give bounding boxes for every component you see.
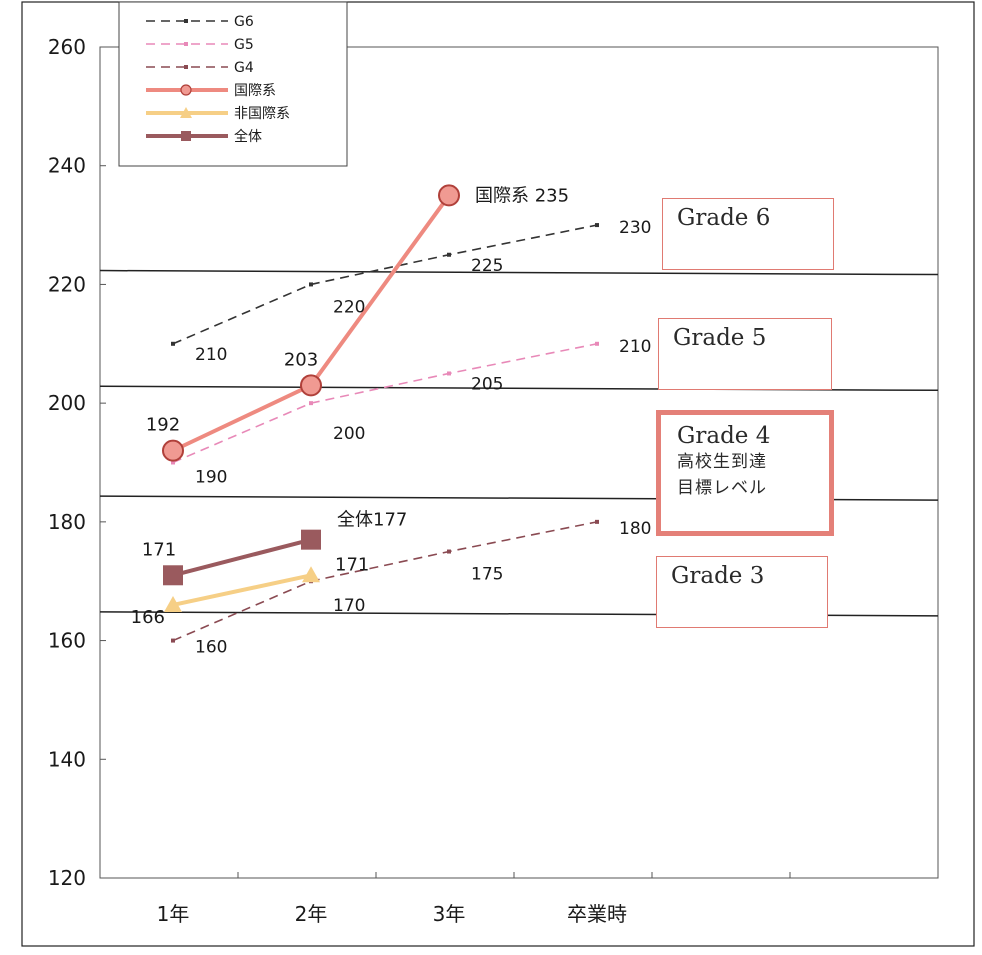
data-point — [447, 549, 451, 554]
series-line-G6 — [172, 224, 598, 345]
data-point — [447, 252, 451, 257]
data-label: 160 — [195, 638, 227, 658]
x-tick-label: 3年 — [433, 902, 466, 926]
data-label: 国際系 235 — [475, 185, 569, 206]
data-point — [438, 184, 460, 207]
data-label: 全体177 — [337, 510, 407, 531]
y-tick-label: 140 — [48, 747, 86, 771]
legend-label: G4 — [234, 60, 254, 76]
data-label: 225 — [471, 256, 503, 276]
grade-box-subtitle: 高校生到達 — [677, 452, 767, 472]
series-line-G4 — [172, 521, 598, 642]
y-tick-label: 180 — [48, 510, 86, 534]
x-tick-label: 卒業時 — [567, 902, 627, 926]
legend-marker — [184, 65, 188, 69]
data-label: 171 — [142, 539, 176, 560]
y-tick-label: 240 — [48, 154, 86, 178]
legend-marker — [180, 107, 192, 118]
grade-box-4: Grade 3 — [656, 556, 828, 628]
series-line-G5 — [172, 343, 598, 464]
data-label: 170 — [333, 596, 365, 616]
x-tick-label: 1年 — [157, 902, 190, 926]
data-label: 200 — [333, 424, 365, 444]
data-point — [171, 341, 175, 346]
data-point — [309, 282, 313, 287]
legend-box — [118, 1, 348, 167]
legend-marker — [184, 42, 188, 46]
y-tick-label: 120 — [48, 866, 86, 890]
page-frame — [21, 1, 975, 947]
y-tick-label: 160 — [48, 629, 86, 653]
data-point — [301, 529, 321, 550]
grade-box-title: Grade 3 — [671, 563, 765, 589]
data-label: 210 — [195, 345, 227, 365]
legend-label: G5 — [234, 37, 254, 53]
x-tick-label: 2年 — [295, 902, 328, 926]
grade-box-title: Grade 5 — [673, 325, 767, 351]
data-point — [163, 565, 183, 586]
data-label: 171 — [335, 554, 369, 575]
data-label: 230 — [619, 218, 651, 238]
series-line-国際系 — [172, 194, 451, 453]
legend-label: 国際系 — [234, 83, 276, 99]
data-point — [595, 341, 599, 346]
data-label: 166 — [131, 607, 165, 628]
data-label: 175 — [471, 565, 503, 585]
plot-area — [99, 46, 939, 879]
grade-box-3: Grade 4 高校生到達目標レベル — [656, 410, 834, 536]
data-label: 210 — [619, 337, 651, 357]
grade-box-title: Grade 6 — [677, 205, 771, 231]
data-point — [171, 460, 175, 465]
grade-boundary-line — [99, 269, 939, 276]
legend-label: 非国際系 — [234, 106, 290, 122]
data-point — [164, 595, 182, 612]
data-point — [302, 566, 320, 583]
grade-box-1: Grade 6 — [662, 198, 834, 270]
data-label: 190 — [195, 468, 227, 488]
y-tick-label: 200 — [48, 391, 86, 415]
legend-label: G6 — [234, 14, 254, 30]
series-line-全体 — [172, 537, 312, 578]
grade-box-subtitle: 目標レベル — [677, 478, 767, 498]
y-tick-label: 220 — [48, 272, 86, 296]
legend-marker — [184, 19, 188, 23]
data-point — [300, 374, 322, 397]
series-line-非国際系 — [172, 573, 312, 607]
data-point — [447, 371, 451, 376]
data-label: 205 — [471, 374, 503, 394]
data-label: 192 — [146, 415, 180, 436]
data-label: 220 — [333, 297, 365, 317]
legend-marker — [180, 84, 192, 96]
data-label: 180 — [619, 519, 651, 539]
data-point — [162, 439, 184, 462]
legend-marker — [181, 131, 191, 141]
data-point — [595, 519, 599, 524]
data-point — [309, 401, 313, 406]
legend-label: 全体 — [234, 128, 262, 145]
data-label: 203 — [284, 349, 318, 370]
y-tick-label: 260 — [48, 35, 86, 59]
grade-box-2: Grade 5 — [658, 318, 832, 390]
data-point — [171, 638, 175, 643]
data-point — [595, 223, 599, 228]
grade-box-title: Grade 4 — [677, 423, 771, 449]
